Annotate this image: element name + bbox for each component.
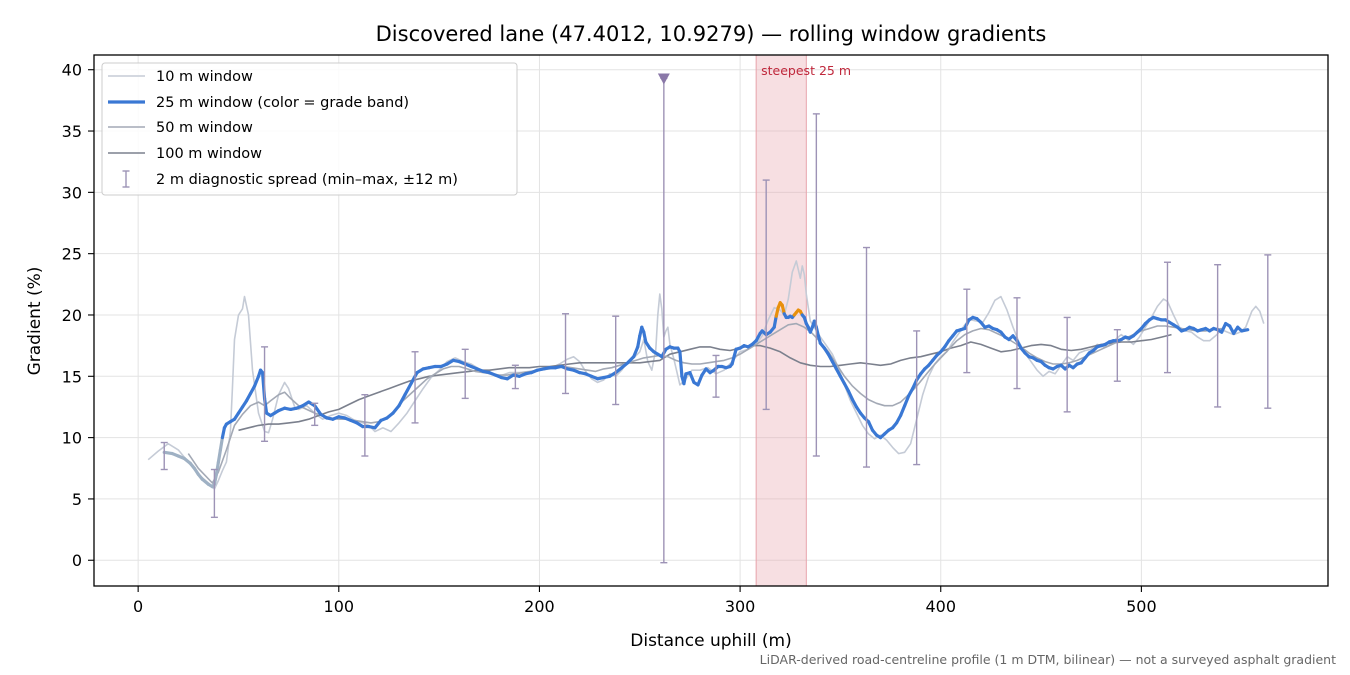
series-segment-w25: [403, 382, 413, 397]
spread-bar: [160, 441, 168, 471]
series-line-w50: [187, 322, 1222, 484]
series-segment-w25: [642, 330, 648, 344]
spread-bar: [1113, 328, 1121, 382]
spread-bar: [913, 330, 921, 466]
plot-frame: [93, 54, 1329, 587]
spread-bar: [963, 288, 971, 374]
series-segment-w25: [632, 345, 640, 359]
y-tick-label: 15: [62, 367, 82, 386]
spread-bar: [562, 313, 570, 395]
series-segment-w25: [772, 314, 778, 329]
legend-label-25m: 25 m window (color = grade band): [156, 95, 409, 111]
series-segment-w25: [682, 372, 688, 386]
spread-bar: [812, 113, 820, 457]
series-segment-w25: [696, 373, 704, 387]
spread-bar: [712, 354, 720, 398]
series-segment-w25: [220, 426, 227, 440]
y-tick-label: 35: [62, 122, 82, 141]
series-segment-w25: [903, 394, 911, 408]
spread-bar: [461, 348, 469, 400]
series-segment-w25: [899, 404, 907, 418]
chart-title: Discovered lane (47.4012, 10.9279) — rol…: [376, 22, 1047, 46]
y-axis-ticks: 0 5 10 15 20 25 30 35 40: [62, 61, 94, 570]
y-tick-label: 25: [62, 245, 82, 264]
gridlines: [94, 55, 1328, 586]
series-segment-w25: [1240, 328, 1250, 333]
y-tick-label: 10: [62, 429, 82, 448]
spread-bar: [863, 246, 871, 468]
series-segment-w25: [252, 374, 261, 388]
spread-bar: [1063, 316, 1071, 413]
spread-bar: [361, 393, 369, 457]
legend-label-spread: 2 m diagnostic spread (min–max, ±12 m): [156, 172, 458, 188]
series-segment-w25: [636, 334, 642, 349]
x-tick-label: 300: [725, 597, 756, 616]
spread-bar: [1264, 254, 1272, 409]
y-tick-label: 0: [72, 551, 82, 570]
x-tick-label: 400: [925, 597, 956, 616]
series-segment-w25: [214, 460, 221, 477]
legend-swatch-spread: [122, 170, 130, 188]
spread-bar: [1214, 264, 1222, 408]
steepest-label: steepest 25 m: [761, 63, 851, 78]
x-tick-label: 500: [1126, 597, 1157, 616]
spread-bar: [511, 364, 519, 390]
outlier-marker: [657, 73, 670, 85]
series-segment-w25: [216, 448, 223, 464]
series-segment-w25: [409, 371, 419, 386]
spread-bar: [1013, 297, 1021, 390]
spread-bar: [411, 351, 419, 424]
y-tick-label: 40: [62, 61, 82, 80]
legend-label-10m: 10 m window: [156, 69, 253, 85]
series-segment-w25: [688, 371, 696, 385]
y-tick-label: 20: [62, 306, 82, 325]
x-tick-label: 100: [324, 597, 355, 616]
series-line-w100: [238, 333, 1172, 432]
legend-box: [101, 62, 518, 196]
steepest-band: [755, 54, 807, 587]
legend-label-50m: 50 m window: [156, 120, 253, 136]
spread-bar: [762, 179, 770, 411]
series-segment-w25: [313, 404, 323, 416]
diagnostic-spread: [160, 73, 1272, 564]
y-tick-label: 5: [72, 490, 82, 509]
legend-label-100m: 100 m window: [156, 146, 262, 162]
y-tick-label: 30: [62, 183, 82, 202]
spread-bar: [210, 468, 218, 519]
x-axis-title: Distance uphill (m): [630, 631, 791, 651]
series-segment-w25: [218, 436, 225, 452]
y-axis-title: Gradient (%): [25, 267, 45, 376]
x-axis-ticks: 0 100 200 300 400 500: [133, 586, 1157, 616]
legend: 10 m window 25 m window (color = grade b…: [101, 62, 518, 196]
spread-bar: [261, 346, 269, 442]
spread-bar: [311, 402, 319, 427]
spread-bar: [1163, 261, 1171, 374]
series-segment-w25: [397, 393, 407, 408]
x-tick-label: 0: [133, 597, 143, 616]
series-segment-w25: [678, 350, 684, 378]
footnote: LiDAR-derived road-centreline profile (1…: [760, 652, 1336, 667]
x-tick-label: 200: [524, 597, 555, 616]
spread-bar: [612, 315, 620, 406]
